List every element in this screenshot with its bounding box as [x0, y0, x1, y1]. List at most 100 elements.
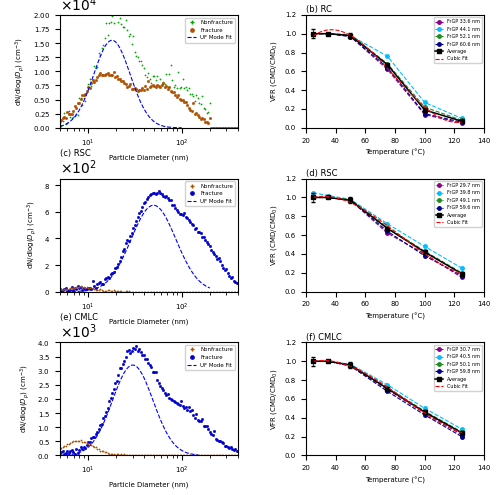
Fracture: [96, 69, 104, 77]
Nonfracture: [128, 288, 136, 296]
Nonfracture: [222, 451, 230, 459]
Fracture: [164, 85, 172, 93]
Nonfracture: [189, 92, 197, 99]
Cubic Fit: [454, 119, 460, 125]
Fracture: [216, 257, 224, 265]
Nonfracture: [101, 287, 109, 295]
Fracture: [144, 77, 152, 85]
Fracture: [131, 221, 139, 229]
Fracture: [119, 247, 127, 255]
Fracture: [105, 397, 113, 405]
Nonfracture: [147, 79, 155, 87]
Nonfracture: [197, 100, 205, 108]
Nonfracture: [215, 124, 223, 132]
Fracture: [102, 70, 110, 78]
Nonfracture: [230, 124, 238, 132]
Fracture: [146, 361, 154, 369]
Fracture: [182, 99, 190, 106]
Nonfracture: [228, 451, 236, 459]
Nonfracture: [144, 69, 152, 77]
UF Mode Fit: [57, 289, 63, 295]
Nonfracture: [185, 84, 193, 92]
Fracture: [171, 204, 179, 212]
Fracture: [57, 448, 65, 456]
FrGP 30.7 nm: [459, 432, 465, 438]
FrGP 52.1 nm: [422, 104, 428, 110]
FrGP 49.1 nm: [422, 248, 428, 254]
Fracture: [59, 286, 67, 294]
Nonfracture: [194, 451, 202, 459]
Nonfracture: [192, 451, 200, 459]
Nonfracture: [192, 288, 200, 296]
FrGP 59.8 nm: [385, 389, 391, 395]
Fracture: [59, 446, 67, 454]
Nonfracture: [216, 124, 224, 132]
Nonfracture: [188, 288, 196, 296]
FrGP 29.7 nm: [347, 198, 353, 203]
Fracture: [125, 346, 133, 354]
Fracture: [174, 400, 182, 408]
Nonfracture: [78, 438, 86, 446]
UF Mode Fit: [112, 39, 118, 45]
UF Mode Fit: [148, 392, 154, 398]
Fracture: [135, 345, 143, 353]
Fracture: [182, 403, 190, 411]
Cubic Fit: [453, 268, 459, 274]
Fracture: [125, 237, 133, 245]
Fracture: [179, 211, 187, 219]
FrGP 33.6 nm: [325, 31, 331, 37]
Fracture: [153, 81, 161, 89]
Fracture: [176, 210, 184, 218]
FrGP 44.1 nm: [310, 31, 316, 37]
Fracture: [225, 272, 233, 280]
Fracture: [165, 394, 173, 401]
Fracture: [89, 277, 97, 285]
Fracture: [177, 210, 185, 218]
Fracture: [197, 417, 205, 425]
Nonfracture: [108, 287, 116, 295]
Nonfracture: [182, 83, 190, 91]
Nonfracture: [138, 61, 146, 69]
Fracture: [195, 228, 203, 236]
Nonfracture: [179, 75, 187, 83]
Cubic Fit: [346, 363, 352, 369]
Legend: Nonfracture, Fracture, UF Mode Fit: Nonfracture, Fracture, UF Mode Fit: [185, 345, 236, 370]
UF Mode Fit: [109, 37, 115, 43]
UF Mode Fit: [207, 285, 213, 291]
Nonfracture: [206, 451, 214, 459]
Nonfracture: [86, 285, 94, 293]
Y-axis label: VFR (CMD/CMD$_0$): VFR (CMD/CMD$_0$): [269, 41, 279, 102]
Fracture: [141, 82, 149, 90]
Nonfracture: [87, 285, 95, 293]
UF Mode Fit: [132, 87, 138, 93]
FrGP 50.1 nm: [325, 358, 331, 364]
Line: Average: Average: [311, 359, 464, 435]
Average: [385, 386, 391, 392]
Fracture: [83, 87, 91, 95]
Nonfracture: [146, 288, 154, 296]
Fracture: [135, 209, 143, 217]
FrGP 49.1 nm: [310, 195, 316, 200]
FrGP 30.7 nm: [347, 363, 353, 369]
Fracture: [81, 285, 89, 293]
Fracture: [98, 420, 106, 428]
Line: FrGP 33.6 nm: FrGP 33.6 nm: [311, 32, 464, 125]
Fracture: [69, 447, 77, 455]
Line: FrGP 60.6 nm: FrGP 60.6 nm: [311, 32, 464, 124]
Fracture: [71, 102, 79, 110]
Fracture: [197, 115, 205, 123]
Fracture: [77, 96, 85, 103]
Fracture: [209, 248, 217, 256]
Cubic Fit: [388, 387, 394, 393]
Fracture: [138, 351, 146, 359]
Fracture: [204, 425, 212, 433]
Fracture: [63, 287, 71, 295]
Nonfracture: [177, 84, 185, 92]
Nonfracture: [141, 451, 149, 459]
Cubic Fit: [448, 266, 454, 272]
Fracture: [60, 113, 68, 121]
Nonfracture: [104, 449, 112, 457]
Fracture: [113, 263, 121, 271]
Nonfracture: [159, 78, 167, 86]
Fracture: [95, 279, 103, 287]
